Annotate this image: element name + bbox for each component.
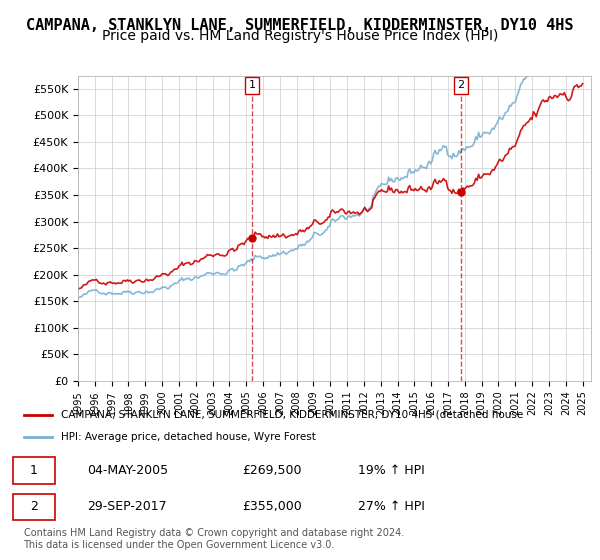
- Text: £269,500: £269,500: [242, 464, 302, 477]
- Text: CAMPANA, STANKLYN LANE, SUMMERFIELD, KIDDERMINSTER, DY10 4HS (detached house: CAMPANA, STANKLYN LANE, SUMMERFIELD, KID…: [61, 410, 523, 420]
- Text: £355,000: £355,000: [242, 500, 302, 514]
- FancyBboxPatch shape: [13, 493, 55, 520]
- Text: 04-MAY-2005: 04-MAY-2005: [87, 464, 168, 477]
- Text: HPI: Average price, detached house, Wyre Forest: HPI: Average price, detached house, Wyre…: [61, 432, 316, 442]
- Text: 29-SEP-2017: 29-SEP-2017: [87, 500, 167, 514]
- Text: 1: 1: [30, 464, 38, 477]
- Text: Contains HM Land Registry data © Crown copyright and database right 2024.
This d: Contains HM Land Registry data © Crown c…: [23, 528, 404, 549]
- Text: 1: 1: [248, 80, 256, 90]
- Text: 2: 2: [457, 80, 464, 90]
- Text: 2: 2: [30, 500, 38, 514]
- Text: Price paid vs. HM Land Registry's House Price Index (HPI): Price paid vs. HM Land Registry's House …: [102, 29, 498, 43]
- Text: 19% ↑ HPI: 19% ↑ HPI: [358, 464, 424, 477]
- FancyBboxPatch shape: [13, 457, 55, 484]
- Text: 27% ↑ HPI: 27% ↑ HPI: [358, 500, 424, 514]
- Text: CAMPANA, STANKLYN LANE, SUMMERFIELD, KIDDERMINSTER, DY10 4HS: CAMPANA, STANKLYN LANE, SUMMERFIELD, KID…: [26, 18, 574, 33]
